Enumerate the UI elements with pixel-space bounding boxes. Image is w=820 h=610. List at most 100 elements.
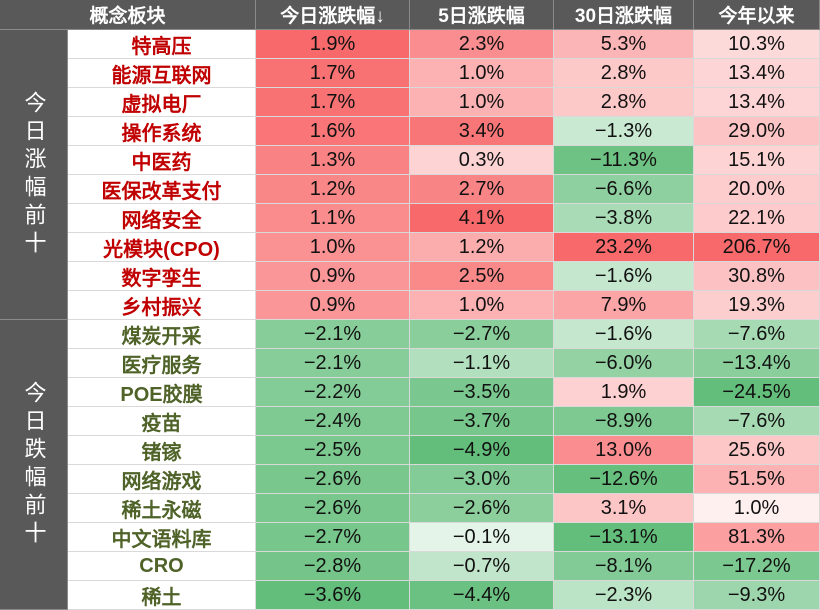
value-cell: −2.1% xyxy=(256,349,410,378)
value-cell: 13.4% xyxy=(694,88,820,117)
header-cell: 概念板块 xyxy=(0,0,256,30)
value-cell: −1.6% xyxy=(554,262,694,291)
value-cell: −7.6% xyxy=(694,407,820,436)
value-cell: 0.9% xyxy=(256,262,410,291)
value-cell: 1.2% xyxy=(410,233,554,262)
concept-name: 操作系统 xyxy=(68,117,256,146)
value-cell: −8.9% xyxy=(554,407,694,436)
value-cell: 1.6% xyxy=(256,117,410,146)
value-cell: 29.0% xyxy=(694,117,820,146)
value-cell: −2.6% xyxy=(256,494,410,523)
value-cell: 20.0% xyxy=(694,175,820,204)
value-cell: 51.5% xyxy=(694,465,820,494)
value-cell: −0.1% xyxy=(410,523,554,552)
value-cell: 1.0% xyxy=(410,59,554,88)
value-cell: −2.5% xyxy=(256,436,410,465)
value-cell: −3.6% xyxy=(256,581,410,610)
value-cell: 2.7% xyxy=(410,175,554,204)
concept-name: 锗镓 xyxy=(68,436,256,465)
concept-name: 中医药 xyxy=(68,146,256,175)
value-cell: 5.3% xyxy=(554,30,694,59)
concept-name: 特高压 xyxy=(68,30,256,59)
value-cell: −24.5% xyxy=(694,378,820,407)
group-label: 今日涨幅前十 xyxy=(0,30,68,320)
value-cell: 1.9% xyxy=(554,378,694,407)
value-cell: 10.3% xyxy=(694,30,820,59)
value-cell: 2.8% xyxy=(554,88,694,117)
value-cell: −4.9% xyxy=(410,436,554,465)
value-cell: −2.6% xyxy=(256,465,410,494)
header-cell: 今年以来 xyxy=(694,0,820,30)
value-cell: 81.3% xyxy=(694,523,820,552)
header-cell: 5日涨跌幅 xyxy=(410,0,554,30)
group-label: 今日跌幅前十 xyxy=(0,320,68,610)
concept-name: 网络游戏 xyxy=(68,465,256,494)
value-cell: 206.7% xyxy=(694,233,820,262)
concept-name: POE胶膜 xyxy=(68,378,256,407)
concept-name: 虚拟电厂 xyxy=(68,88,256,117)
value-cell: −1.1% xyxy=(410,349,554,378)
value-cell: 19.3% xyxy=(694,291,820,320)
value-cell: 13.4% xyxy=(694,59,820,88)
value-cell: −2.8% xyxy=(256,552,410,581)
value-cell: −2.6% xyxy=(410,494,554,523)
value-cell: −4.4% xyxy=(410,581,554,610)
value-cell: 1.7% xyxy=(256,88,410,117)
value-cell: 1.1% xyxy=(256,204,410,233)
value-cell: 3.1% xyxy=(554,494,694,523)
value-cell: 15.1% xyxy=(694,146,820,175)
value-cell: 25.6% xyxy=(694,436,820,465)
value-cell: −2.4% xyxy=(256,407,410,436)
concept-name: 稀土永磁 xyxy=(68,494,256,523)
value-cell: 1.0% xyxy=(410,291,554,320)
concept-name: 医保改革支付 xyxy=(68,175,256,204)
value-cell: 4.1% xyxy=(410,204,554,233)
value-cell: 0.9% xyxy=(256,291,410,320)
value-cell: 1.0% xyxy=(694,494,820,523)
concept-name: 能源互联网 xyxy=(68,59,256,88)
value-cell: 23.2% xyxy=(554,233,694,262)
value-cell: −1.6% xyxy=(554,320,694,349)
value-cell: −3.7% xyxy=(410,407,554,436)
value-cell: −2.1% xyxy=(256,320,410,349)
value-cell: 2.5% xyxy=(410,262,554,291)
value-cell: −2.7% xyxy=(410,320,554,349)
value-cell: −7.6% xyxy=(694,320,820,349)
value-cell: 3.4% xyxy=(410,117,554,146)
value-cell: −2.2% xyxy=(256,378,410,407)
value-cell: −1.3% xyxy=(554,117,694,146)
value-cell: −3.5% xyxy=(410,378,554,407)
value-cell: 1.2% xyxy=(256,175,410,204)
value-cell: −8.1% xyxy=(554,552,694,581)
header-cell: 今日涨跌幅↓ xyxy=(256,0,410,30)
concept-name: 数字孪生 xyxy=(68,262,256,291)
value-cell: −12.6% xyxy=(554,465,694,494)
value-cell: 13.0% xyxy=(554,436,694,465)
value-cell: 1.7% xyxy=(256,59,410,88)
value-cell: 7.9% xyxy=(554,291,694,320)
concept-name: 网络安全 xyxy=(68,204,256,233)
value-cell: 2.8% xyxy=(554,59,694,88)
value-cell: −6.0% xyxy=(554,349,694,378)
value-cell: 0.3% xyxy=(410,146,554,175)
value-cell: −2.3% xyxy=(554,581,694,610)
concept-name: CRO xyxy=(68,552,256,581)
value-cell: 22.1% xyxy=(694,204,820,233)
value-cell: −11.3% xyxy=(554,146,694,175)
concept-name: 光模块(CPO) xyxy=(68,233,256,262)
value-cell: −6.6% xyxy=(554,175,694,204)
value-cell: −0.7% xyxy=(410,552,554,581)
value-cell: 2.3% xyxy=(410,30,554,59)
value-cell: −2.7% xyxy=(256,523,410,552)
concept-name: 中文语料库 xyxy=(68,523,256,552)
value-cell: −9.3% xyxy=(694,581,820,610)
concept-name: 乡村振兴 xyxy=(68,291,256,320)
concept-name: 煤炭开采 xyxy=(68,320,256,349)
concept-name: 疫苗 xyxy=(68,407,256,436)
concept-name: 医疗服务 xyxy=(68,349,256,378)
value-cell: −17.2% xyxy=(694,552,820,581)
value-cell: −3.0% xyxy=(410,465,554,494)
value-cell: 1.0% xyxy=(256,233,410,262)
value-cell: 30.8% xyxy=(694,262,820,291)
